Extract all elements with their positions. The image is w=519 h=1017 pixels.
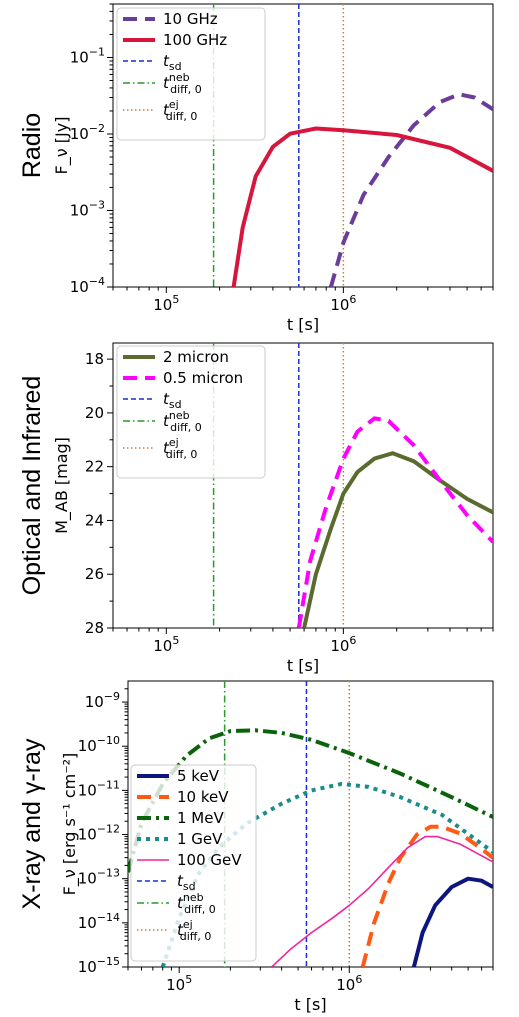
y-tick-label: 10−1: [70, 45, 105, 66]
x-tick-label: 105: [166, 973, 192, 994]
legend-label: 10 keV: [177, 788, 229, 806]
y-tick-label: 10−2: [70, 122, 105, 143]
legend-label: tsd: [163, 52, 182, 73]
legend-label: 100 GHz: [163, 31, 227, 49]
x-axis-label: t [s]: [294, 995, 326, 1014]
series-100-gev: [271, 835, 493, 967]
legend-label: 1 GeV: [177, 830, 223, 848]
series-2-micron: [302, 451, 493, 628]
radio-panel: 105 106 10−4 10−3 10−2 10−1 t [s] Radio F_ν [Jy]…: [18, 3, 494, 334]
series-10-kev: [360, 824, 493, 967]
row-label: X-ray and γ-ray: [18, 738, 46, 909]
x-tick-label: 105: [153, 293, 179, 314]
series-1-mev: [128, 728, 493, 873]
y-tick-label: 28: [85, 619, 104, 637]
legend-label: 1 MeV: [177, 809, 224, 827]
legend-label: tej diff, 0: [163, 436, 197, 461]
legend-label: 10 GHz: [163, 10, 218, 28]
series-10-ghz: [328, 92, 493, 287]
x-tick-label: 106: [330, 634, 356, 655]
x-tick-label: 106: [330, 293, 356, 314]
x-axis-label: t [s]: [287, 315, 319, 334]
y-tick-label: 22: [85, 458, 104, 476]
optical-infrared-panel: 105 106 18 20 22 24 26 28 t [s] Optical and Infra…: [18, 342, 494, 675]
y-axis-label: M_AB [mag]: [52, 437, 72, 534]
legend-label: tej diff, 0: [163, 98, 197, 123]
legend-label: tej diff, 0: [177, 918, 211, 943]
legend-label: tneb diff, 0: [177, 891, 216, 916]
x-tick-label: 106: [336, 973, 362, 994]
y-tick-label: 10−15: [78, 955, 120, 976]
series-100-ghz: [231, 126, 493, 287]
legend-label: tneb diff, 0: [163, 71, 202, 96]
legend-label: tneb diff, 0: [163, 409, 202, 434]
legend-label: tsd: [163, 390, 182, 411]
y-axis-label: F_ν [Jy]: [52, 117, 72, 175]
series-5-kev: [411, 876, 493, 967]
legend-label: 100 GeV: [177, 851, 242, 869]
y-axis-label: F_ν [erg s⁻¹ cm⁻²]: [60, 753, 80, 896]
legend-label: 5 keV: [177, 767, 220, 785]
row-label: Radio: [18, 113, 46, 178]
xray-gamma-panel: 105 106 10−15 10−14 10−13 10−12 10−11 10−10 10−9…: [18, 680, 494, 1014]
y-tick-label: 10−14: [78, 911, 120, 932]
series-0.5-micron: [296, 416, 493, 628]
legend-label: 0.5 micron: [163, 369, 243, 387]
row-label: Optical and Infrared: [18, 376, 46, 596]
y-tick-label: 24: [85, 511, 104, 529]
y-tick-label: 10−3: [70, 198, 105, 219]
x-axis-label: t [s]: [287, 656, 319, 675]
y-tick-label: 10−9: [85, 690, 120, 711]
y-tick-label: 20: [85, 404, 104, 422]
y-tick-label: 26: [85, 565, 104, 583]
y-tick-label: 10−12: [78, 823, 120, 844]
legend-label: tsd: [177, 872, 196, 893]
y-tick-label: 10−4: [70, 275, 105, 296]
y-tick-label: 18: [85, 350, 104, 368]
legend-box: [130, 764, 257, 962]
x-tick-label: 105: [153, 634, 179, 655]
y-tick-label: 10−11: [78, 778, 120, 799]
axes-frame: [127, 680, 494, 968]
y-tick-label: 10−13: [78, 867, 120, 888]
legend-label: 2 micron: [163, 348, 229, 366]
axes-frame: [112, 342, 494, 629]
y-tick-label: 10−10: [78, 734, 120, 755]
